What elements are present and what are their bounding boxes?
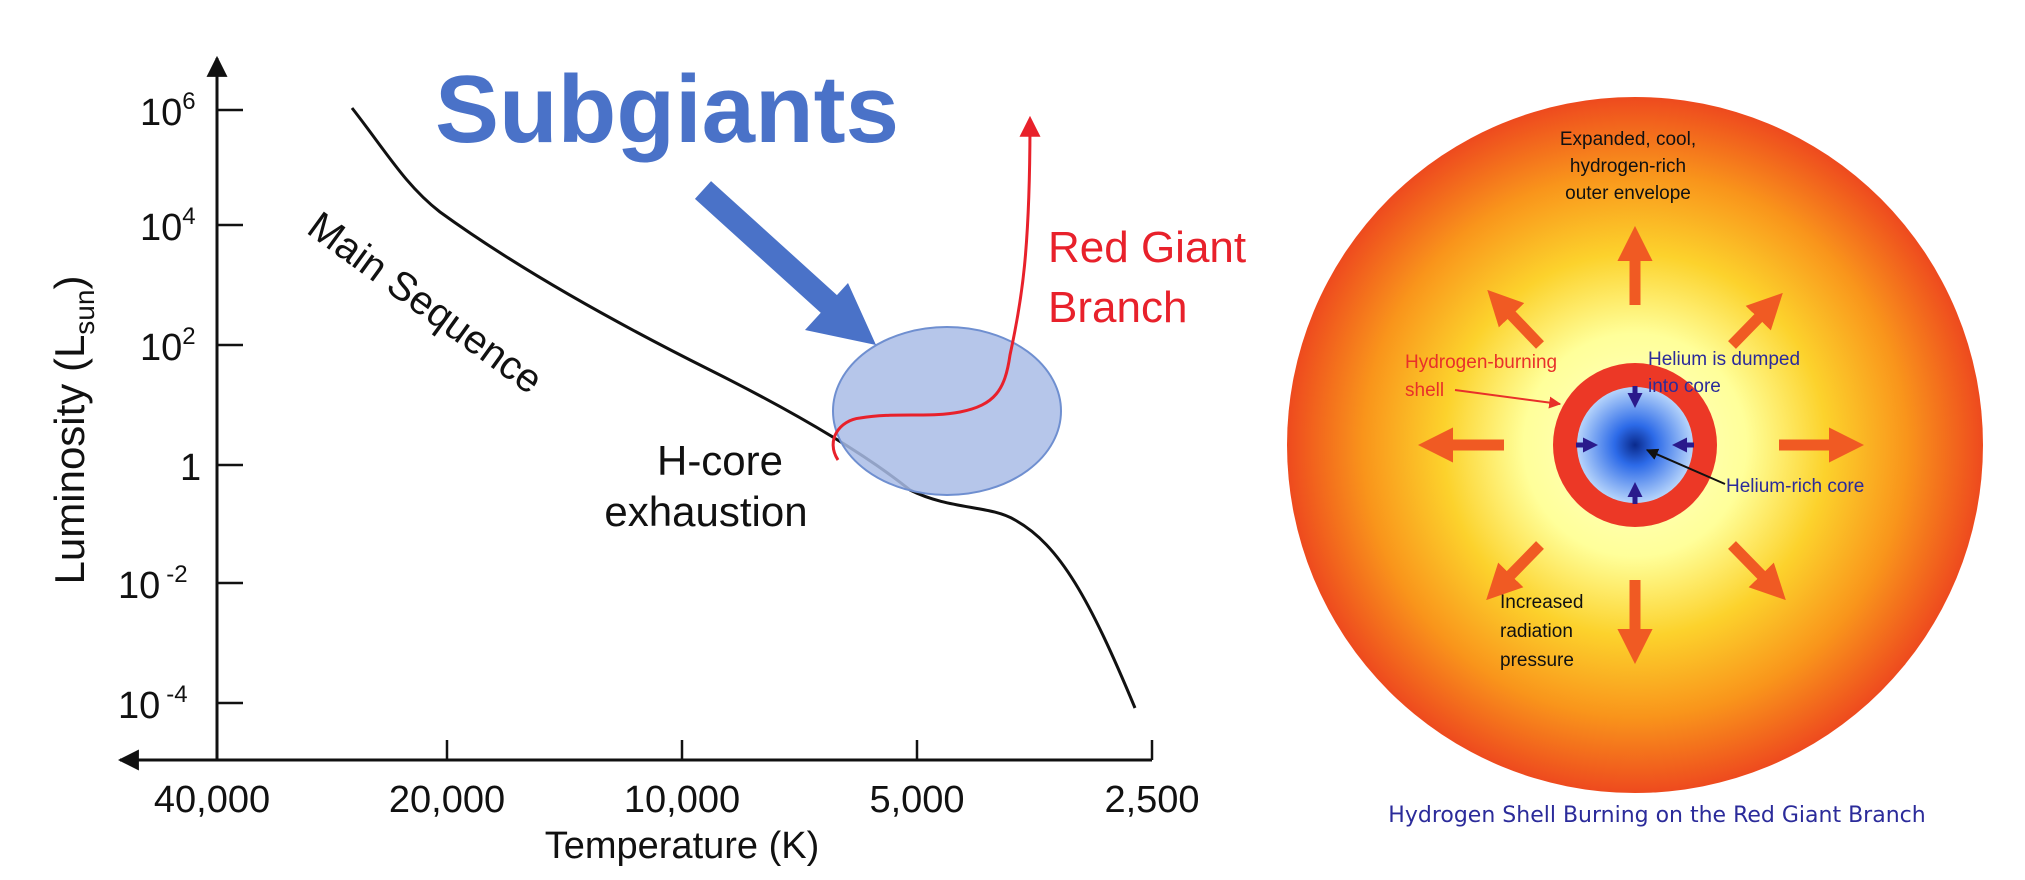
y-axis-label: Luminosity (Lsun) — [46, 276, 100, 585]
subgiant-pointer-arrow — [694, 181, 876, 345]
helium-core — [1577, 387, 1693, 503]
star-caption: Hydrogen Shell Burning on the Red Giant … — [1388, 803, 1925, 828]
x-tick-label: 2,500 — [1104, 779, 1199, 821]
x-tick-label: 40,000 — [154, 779, 270, 821]
y-tick-label: 1 — [180, 447, 201, 489]
red-giant-label: Red Giant — [1048, 223, 1246, 272]
x-axis-label: Temperature (K) — [545, 825, 820, 867]
y-tick-label: 102 — [140, 323, 196, 369]
envelope-label: Expanded, cool, — [1560, 129, 1696, 150]
red-giant-track — [831, 115, 1041, 461]
envelope-label-line3: outer envelope — [1565, 183, 1691, 204]
main-sequence-label: Main Sequence — [300, 204, 551, 403]
dumped-label: Helium is dumped — [1648, 349, 1800, 370]
h-core-label-line2: exhaustion — [604, 488, 807, 535]
x-ticks — [445, 740, 1154, 760]
x-tick-label: 5,000 — [869, 779, 964, 821]
core-label: Helium-rich core — [1726, 476, 1864, 497]
red-giant-label-line2: Branch — [1048, 283, 1187, 332]
y-tick-labels: 106 104 102 1 10 -2 10 -4 — [118, 88, 201, 727]
shell-leader-line — [1454, 389, 1562, 409]
y-tick-label: 106 — [140, 88, 196, 134]
shell-label-line2: shell — [1405, 380, 1444, 401]
core-leader-line — [1645, 448, 1726, 485]
y-tick-label: 10 -4 — [118, 681, 188, 727]
dumped-label-line2: into core — [1648, 376, 1721, 397]
x-tick-label: 20,000 — [389, 779, 505, 821]
pressure-label-line2: radiation — [1500, 621, 1573, 642]
subgiant-region — [832, 326, 1062, 496]
shell-label: Hydrogen-burning — [1405, 352, 1557, 373]
h-core-label: H-core — [657, 437, 783, 484]
envelope-label-line2: hydrogen-rich — [1570, 156, 1686, 177]
x-tick-label: 10,000 — [624, 779, 740, 821]
helium-infall-arrows — [1576, 386, 1694, 504]
hr-diagram: 106 104 102 1 10 -2 10 -4 Luminosity (Lsun… — [46, 55, 1246, 867]
y-ticks — [217, 108, 243, 705]
radiation-pressure-arrows — [1417, 225, 1865, 665]
x-tick-labels: 40,000 20,000 10,000 5,000 2,500 — [154, 779, 1200, 821]
star-cross-section: Expanded, cool, hydrogen-rich outer enve… — [1287, 97, 1983, 828]
main-sequence-curve — [350, 107, 1137, 709]
y-tick-label: 104 — [140, 203, 196, 249]
subgiants-title: Subgiants — [435, 56, 899, 163]
pressure-label: Increased — [1500, 592, 1583, 613]
pressure-label-line3: pressure — [1500, 650, 1574, 671]
y-tick-label: 10 -2 — [118, 561, 188, 607]
